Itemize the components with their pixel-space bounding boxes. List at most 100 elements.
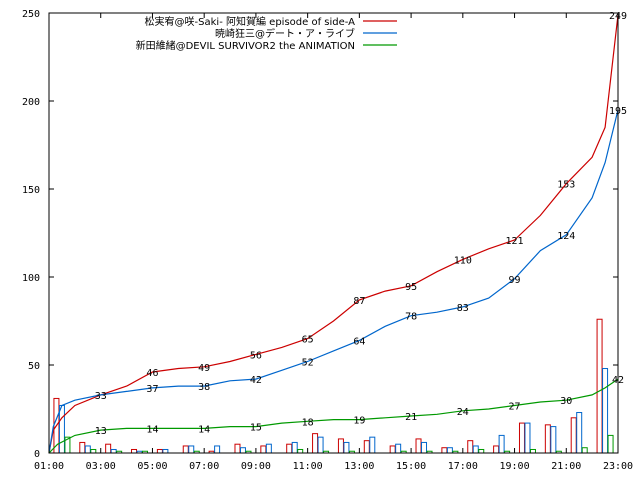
hourly-bar [363,440,370,454]
cumulative-lines [48,14,619,454]
hourly-bar [570,417,577,454]
hourly-bar [544,424,551,454]
hourly-bar [602,368,609,454]
hourly-bar [105,443,112,454]
hourly-bar [421,441,428,454]
hourly-bar [576,412,583,454]
x-tick-label: 03:00 [86,461,116,472]
data-label: 14 [146,424,158,435]
legend-label: 松実宥@咲-Saki- 阿知賀編 episode of side-A [145,15,356,28]
hourly-bar [156,448,163,454]
hourly-bar [182,445,189,454]
data-label: 87 [353,296,365,307]
y-tick-label: 0 [34,449,40,460]
legend-label: 暁崎狂三@デート・ア・ライブ [215,27,355,40]
hourly-bar [550,426,557,454]
data-label: 78 [405,312,417,323]
x-tick-label: 19:00 [499,461,529,472]
hourly-bar [79,441,86,454]
hourly-bar [234,443,241,454]
data-label: 19 [353,416,365,427]
x-tick-label: 21:00 [551,461,581,472]
y-tick-label: 50 [28,361,40,372]
x-tick-label: 01:00 [34,461,64,472]
hourly-bar [581,447,588,454]
plot-frame [48,12,619,454]
data-label: 65 [302,335,314,346]
hourly-bar [441,447,448,454]
data-label: 124 [557,231,575,242]
data-label: 37 [146,384,158,395]
y-tick-label: 200 [22,97,40,108]
data-label: 95 [405,282,417,293]
data-label: 52 [302,357,314,368]
x-tick-label: 05:00 [137,461,167,472]
hourly-bar [110,448,117,454]
x-tick-label: 15:00 [396,461,426,472]
hourly-bar [84,445,91,454]
hourly-bar [467,440,474,454]
hourly-bar [498,434,505,454]
data-label: 15 [250,423,262,434]
hourly-bar [162,448,169,454]
hourly-bar [369,436,376,454]
hourly-bar [291,441,298,454]
hourly-bar [188,445,195,454]
hourly-bar [518,422,525,454]
series-line [48,14,619,454]
legend-label: 新田維緒@DEVIL SURVIVOR2 the ANIMATION [136,39,355,52]
data-label: 14 [198,424,210,435]
hourly-bars [53,318,614,454]
data-label: 21 [405,412,417,423]
hourly-bar [472,445,479,454]
data-label: 64 [353,336,365,347]
hourly-bar [343,441,350,454]
hourly-bar [265,443,272,454]
hourly-bar [493,445,500,454]
data-label: 83 [457,303,469,314]
data-label: 33 [95,391,107,402]
hourly-bar [478,448,485,454]
data-label: 30 [560,396,572,407]
data-label: 13 [95,426,107,437]
hourly-bar [286,443,293,454]
hourly-bar [312,433,319,454]
hourly-bar [214,445,221,454]
hourly-bar [260,445,267,454]
data-label: 153 [557,180,575,191]
hourly-bar [596,318,603,454]
hourly-bar [131,448,138,454]
hourly-bar [529,448,536,454]
data-label: 38 [198,382,210,393]
data-label: 27 [509,401,521,412]
hourly-bar [337,438,344,454]
hourly-bar [395,443,402,454]
series-line [48,378,619,454]
y-tick-label: 100 [22,273,40,284]
data-label: 49 [198,363,210,374]
x-tick-label: 23:00 [603,461,633,472]
y-tick-label: 250 [22,9,40,20]
data-label: 42 [250,375,262,386]
hourly-bar [415,438,422,454]
data-label: 110 [454,255,472,266]
hourly-bar [239,447,246,454]
hourly-bar [389,445,396,454]
hourly-bar [58,404,65,454]
x-tick-label: 11:00 [293,461,323,472]
axes: 0 50 100 150 200 250 01:00 03:00 05:00 07:00 09:00… [22,9,633,472]
series-line [48,109,619,454]
data-label: 18 [302,417,314,428]
x-tick-label: 07:00 [189,461,219,472]
data-label: 56 [250,350,262,361]
y-tick-label: 150 [22,185,40,196]
hourly-bar [524,422,531,454]
hourly-bar [90,448,97,454]
hourly-bar [297,448,304,454]
data-label: 121 [506,236,524,247]
hourly-bar [607,434,614,454]
data-label: 46 [146,368,158,379]
data-label: 99 [509,275,521,286]
